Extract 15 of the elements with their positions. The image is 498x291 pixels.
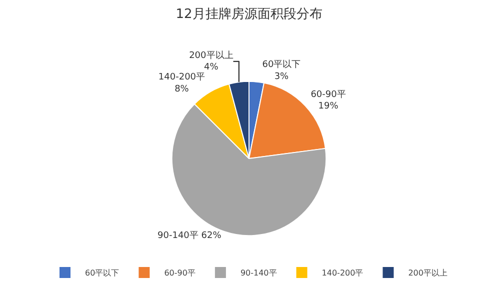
legend-label: 60-90平 (164, 268, 196, 278)
category-label: 90-140平 62% (158, 230, 222, 241)
data-label: 3% (274, 72, 290, 82)
data-label: 19% (318, 102, 339, 112)
slice-label: 60-90平 (310, 90, 346, 100)
chart-title: 12月挂牌房源面积段分布 (176, 6, 322, 22)
slice-label: 60平以下 (262, 59, 301, 70)
legend-label: 90-140平 (240, 268, 277, 278)
legend-label: 140-200平 (322, 268, 364, 278)
slice-label: 200平以上 (189, 50, 234, 62)
legend-label: 60平以下 (85, 268, 120, 278)
data-label: 8% (174, 84, 190, 94)
legend-label: 200平以上 (408, 268, 448, 278)
slice-label: 140-200平 (158, 72, 206, 83)
data-label: 4% (204, 62, 219, 73)
